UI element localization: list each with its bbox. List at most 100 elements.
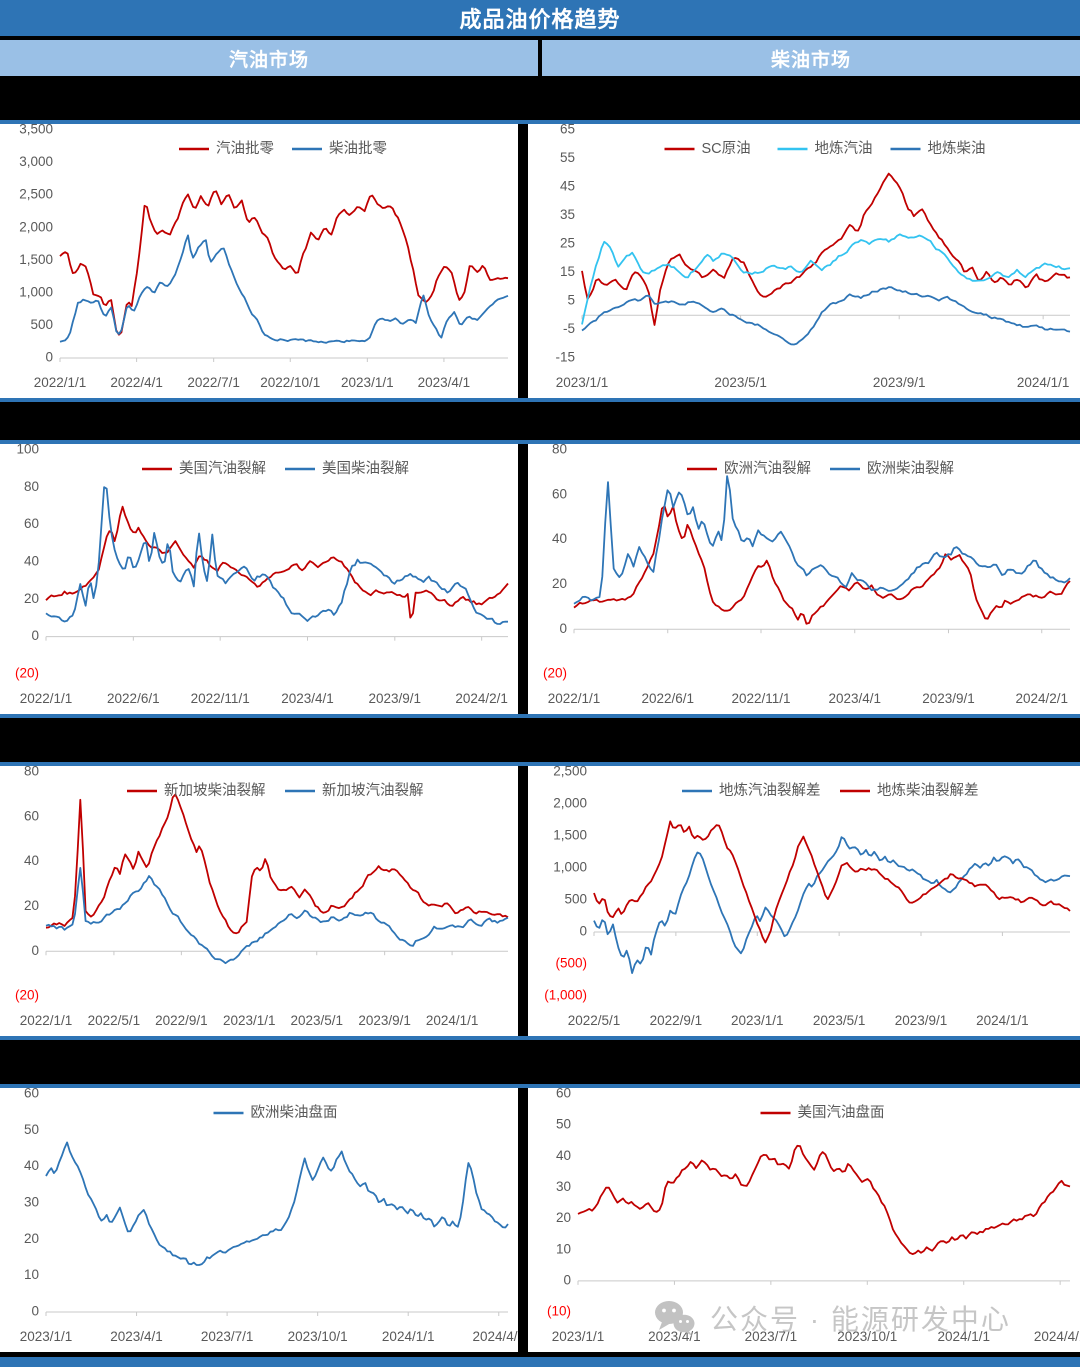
x-axis-label: 2023/1/1	[20, 1329, 73, 1344]
y-axis-label: 20	[552, 576, 567, 591]
separator-band	[0, 76, 1080, 120]
diesel-market-label: 柴油市场	[770, 49, 851, 71]
chart-row-3: (20) 0 20 40 60 80 2022/1/1 2022/5/1 2022/9/1 202…	[0, 766, 1080, 1036]
separator-band	[0, 402, 1080, 440]
separator-accent	[0, 1084, 1080, 1088]
y-axis-label: 0	[45, 350, 53, 365]
legend-label: 美国汽油裂解	[179, 460, 266, 477]
legend-label: 地炼汽油	[815, 140, 873, 157]
chart-canvas: 0 500 1,000 1,500 2,000 2,500 3,000 3,500 2022/1…	[19, 124, 509, 390]
y-axis-label: -5	[563, 321, 575, 336]
separator-band	[0, 1040, 1080, 1084]
y-axis-label: 40	[24, 1158, 39, 1173]
x-axis-label: 2023/10/1	[837, 1329, 897, 1344]
series-line-1	[573, 505, 1071, 625]
chart-canvas: -15 -5 5 15 25 35 45 55 65 2023/1/1 2023/5/1 2023/9…	[555, 124, 1071, 390]
legend-label: 地炼汽油裂解差	[719, 782, 821, 799]
x-axis-label: 2024/1/1	[426, 1013, 479, 1028]
x-axis-label: 2023/1/1	[731, 1013, 784, 1028]
chart-canvas: 0 10 20 30 40 50 60 2023/1/1 2023/4/1 2023/7/1 202…	[20, 1088, 518, 1344]
legend-label: 地炼柴油	[928, 140, 986, 157]
y-axis-label: 0	[579, 924, 587, 939]
y-axis-label: 20	[24, 898, 39, 913]
chart-row-4: 0 10 20 30 40 50 60 2023/1/1 2023/4/1 2023/7/1 202…	[0, 1088, 1080, 1352]
x-axis-label: 2023/7/1	[201, 1329, 254, 1344]
y-axis-label: 30	[556, 1179, 571, 1194]
y-axis-label: 2,000	[19, 219, 53, 234]
x-axis-label: 2022/11/1	[731, 691, 790, 706]
x-axis-label: 2024/2/1	[1015, 691, 1068, 706]
x-axis-label: 2023/5/1	[714, 375, 767, 390]
legend-label: 新加坡柴油裂解	[164, 782, 266, 799]
y-axis-label: 500	[30, 317, 53, 332]
series-line-2	[573, 475, 1071, 605]
chart-canvas: (20) 0 20 40 60 80 100 2022/1/1 2022/6/1 2022/11/…	[15, 444, 509, 706]
x-axis-label: 2023/9/1	[369, 691, 422, 706]
y-axis-label: 500	[564, 892, 587, 907]
x-axis-label: 2023/1/1	[341, 375, 394, 390]
x-axis-label: 2024/4/1	[1034, 1329, 1080, 1344]
chart-sc-crude-refinery: -15 -5 5 15 25 35 45 55 65 2023/1/1 2023/5/1 2023/9…	[528, 124, 1080, 398]
legend-label: 欧洲汽油裂解	[724, 460, 811, 477]
column-gap	[518, 766, 528, 1036]
x-axis-label: 2023/1/1	[223, 1013, 276, 1028]
x-axis-label: 2022/7/1	[187, 375, 240, 390]
series-line-1	[45, 793, 509, 935]
x-axis-label: 2022/9/1	[650, 1013, 703, 1028]
separator-accent	[0, 714, 1080, 718]
x-axis-label: 2022/6/1	[107, 691, 160, 706]
chart-singapore-crack-spreads: (20) 0 20 40 60 80 2022/1/1 2022/5/1 2022/9/1 202…	[0, 766, 518, 1036]
y-axis-label: 3,500	[19, 124, 53, 137]
y-axis-label: 5	[567, 293, 575, 308]
gasoline-market-label: 汽油市场	[228, 49, 309, 71]
chart-row-1: 0 500 1,000 1,500 2,000 2,500 3,000 3,500 2022/1…	[0, 124, 1080, 398]
y-axis-label: 60	[24, 808, 39, 823]
legend-label: 美国柴油裂解	[322, 460, 409, 477]
y-axis-label: 2,000	[553, 796, 587, 811]
y-axis-label: (1,000)	[544, 988, 587, 1003]
y-axis-label: (10)	[547, 1304, 571, 1319]
x-axis-label: 2023/9/1	[922, 691, 975, 706]
x-axis-label: 2023/4/1	[110, 1329, 163, 1344]
x-axis-label: 2024/2/1	[455, 691, 508, 706]
separator-accent	[0, 1036, 1080, 1040]
x-axis-label: 2023/4/1	[828, 691, 881, 706]
y-axis-label: 0	[559, 621, 567, 636]
series-line-1	[45, 1141, 509, 1266]
column-gap	[518, 1088, 528, 1352]
series-line-1	[593, 836, 1071, 975]
x-axis-label: 2023/7/1	[745, 1329, 798, 1344]
x-axis-label: 2023/5/1	[813, 1013, 866, 1028]
y-axis-label: 0	[31, 628, 39, 643]
y-axis-label: 80	[552, 444, 567, 457]
y-axis-label: 35	[560, 207, 575, 222]
legend-label: 新加坡汽油裂解	[322, 782, 424, 799]
y-axis-label: 80	[24, 766, 39, 779]
watermark-text: 公众号 · 能源研发中心	[710, 1304, 1011, 1335]
x-axis-label: 2024/4/1	[472, 1329, 518, 1344]
chart-canvas: (20) 0 20 40 60 80 2022/1/1 2022/5/1 2022/9/1 202…	[15, 766, 509, 1028]
x-axis-label: 2022/1/1	[548, 691, 601, 706]
y-axis-label: 40	[24, 853, 39, 868]
x-axis-label: 2022/4/1	[110, 375, 163, 390]
header-gasoline-market: 汽油市场	[0, 40, 538, 76]
y-axis-label: 30	[24, 1195, 39, 1210]
y-axis-label: 50	[556, 1117, 571, 1132]
y-axis-label: 20	[24, 591, 39, 606]
separator-accent	[0, 440, 1080, 444]
y-axis-label: 45	[560, 179, 575, 194]
x-axis-label: 2022/1/1	[34, 375, 87, 390]
y-axis-label: (20)	[15, 988, 39, 1003]
series-line-3	[581, 286, 1071, 346]
bottom-band	[0, 1352, 1080, 1357]
y-axis-label: 0	[31, 943, 39, 958]
series-line-1	[581, 172, 1071, 326]
column-gap	[518, 124, 528, 398]
separator-accent	[0, 762, 1080, 766]
chart-canvas: (20) 0 20 40 60 80 2022/1/1 2022/6/1 2022/11/1 20…	[543, 444, 1071, 706]
y-axis-label: 55	[560, 150, 575, 165]
x-axis-label: 2023/9/1	[873, 375, 926, 390]
x-axis-label: 2023/10/1	[288, 1329, 348, 1344]
x-axis-label: 2023/1/1	[556, 375, 609, 390]
